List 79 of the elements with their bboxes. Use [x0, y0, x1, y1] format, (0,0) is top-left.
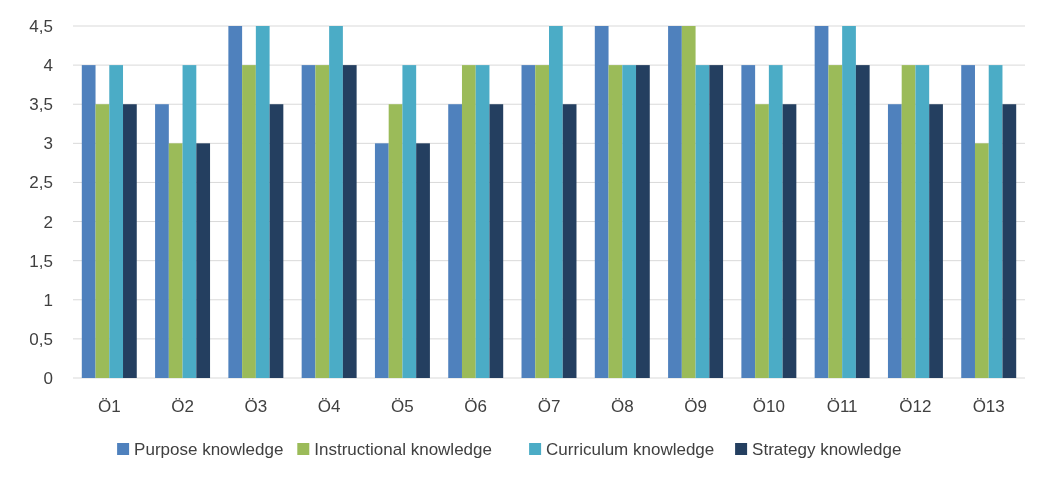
- bar: [182, 65, 197, 378]
- y-tick-label: 2: [43, 212, 53, 232]
- y-tick-label: 1,5: [29, 251, 53, 271]
- bar: [1002, 104, 1017, 378]
- bar: [255, 26, 270, 378]
- x-tick-label: Ö2: [171, 397, 194, 416]
- y-tick-label: 2,5: [29, 173, 53, 193]
- bar: [448, 104, 462, 378]
- legend-label: Instructional knowledge: [314, 440, 492, 459]
- bar: [242, 65, 256, 378]
- bar: [549, 26, 563, 378]
- bar: [228, 26, 243, 378]
- bar: [961, 65, 975, 378]
- x-tick-label: Ö10: [752, 397, 785, 416]
- bar: [342, 65, 357, 378]
- legend-label: Purpose knowledge: [134, 440, 284, 459]
- bar: [668, 26, 682, 378]
- bar: [416, 143, 430, 378]
- bar: [196, 143, 211, 378]
- bar: [374, 143, 389, 378]
- bar: [855, 65, 870, 378]
- x-tick-label: Ö7: [537, 397, 561, 416]
- bar: [521, 65, 536, 378]
- bar: [755, 104, 769, 378]
- bar: [842, 26, 856, 378]
- bar: [782, 104, 797, 378]
- x-tick-label: Ö5: [391, 397, 414, 416]
- bar: [974, 143, 989, 378]
- x-tick-label: Ö13: [972, 397, 1005, 416]
- bar: [594, 26, 609, 378]
- bar: [123, 104, 137, 378]
- bar: [315, 65, 330, 378]
- bar: [301, 65, 316, 378]
- bar: [461, 65, 476, 378]
- bar: [475, 65, 490, 378]
- y-tick-label: 4: [43, 56, 53, 76]
- bar: [402, 65, 417, 378]
- bar: [329, 26, 343, 378]
- bar: [709, 65, 724, 378]
- x-tick-label: Ö9: [684, 397, 707, 416]
- bar: [695, 65, 710, 378]
- bar: [535, 65, 549, 378]
- bar: [81, 65, 96, 378]
- bar: [269, 104, 284, 378]
- bar: [915, 65, 930, 378]
- y-tick-label: 0,5: [29, 329, 53, 349]
- x-tick-label: Ö3: [244, 397, 268, 416]
- bar: [622, 65, 637, 378]
- legend-label: Curriculum knowledge: [546, 440, 715, 459]
- y-tick-label: 0: [43, 368, 53, 388]
- x-tick-label: Ö12: [899, 397, 932, 416]
- x-tick-label: Ö8: [610, 397, 634, 416]
- bar: [828, 65, 843, 378]
- bar: [489, 104, 504, 378]
- bar: [887, 104, 902, 378]
- legend-label: Strategy knowledge: [752, 440, 902, 459]
- x-tick-label: Ö11: [826, 397, 858, 416]
- x-tick-label: Ö1: [97, 397, 121, 416]
- bar: [608, 65, 623, 378]
- bar: [388, 104, 403, 378]
- y-tick-label: 4,5: [29, 16, 53, 36]
- bar: [155, 104, 169, 378]
- bar: [768, 65, 783, 378]
- bar: [814, 26, 829, 378]
- y-tick-label: 1: [43, 290, 53, 310]
- y-tick-label: 3,5: [29, 95, 53, 115]
- bar: [168, 143, 183, 378]
- bar: [901, 65, 916, 378]
- bar: [109, 65, 124, 378]
- bar: [562, 104, 577, 378]
- bar: [988, 65, 1003, 378]
- bar: [681, 26, 696, 378]
- y-tick-label: 3: [43, 134, 53, 154]
- bar: [95, 104, 110, 378]
- bar: [929, 104, 943, 378]
- x-tick-label: Ö4: [317, 397, 341, 416]
- x-tick-label: Ö6: [464, 397, 488, 416]
- bar: [741, 65, 756, 378]
- bar: [636, 65, 650, 378]
